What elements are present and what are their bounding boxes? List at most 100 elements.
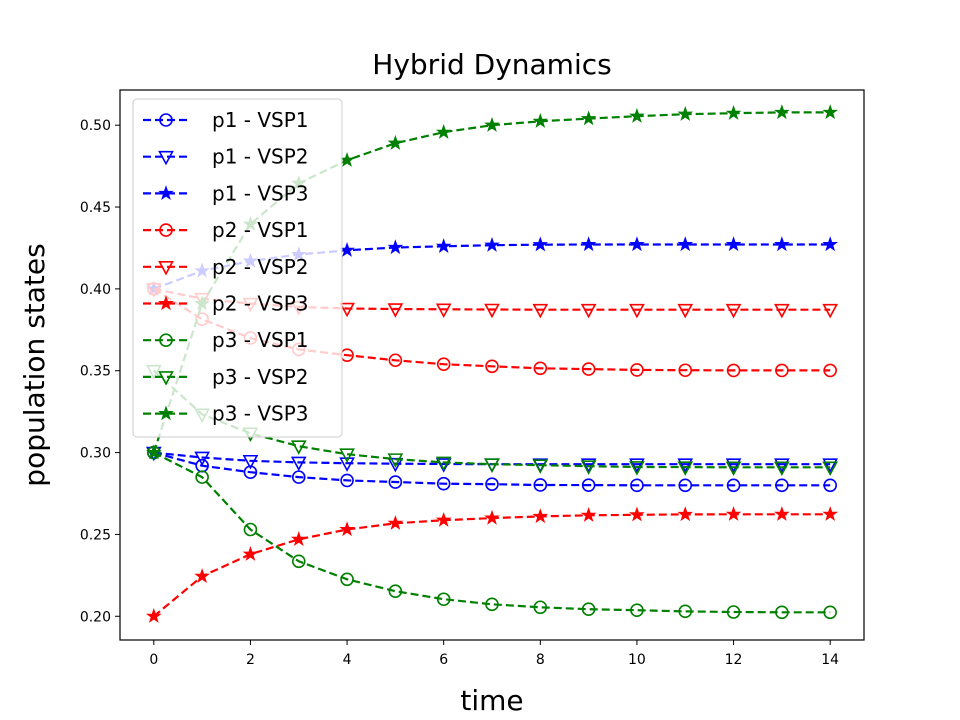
legend-entry: p2 - VSP3: [143, 292, 309, 316]
data-point: [726, 363, 741, 378]
legend-entry: p3 - VSP3: [143, 402, 309, 426]
data-point: [436, 476, 451, 491]
data-point: [387, 134, 404, 150]
data-point: [145, 608, 162, 623]
x-tick-label: 2: [246, 652, 255, 668]
data-point: [580, 303, 597, 319]
legend-entry: p3 - VSP2: [143, 365, 309, 389]
legend-entry: p1 - VSP2: [143, 145, 309, 169]
series-0: [147, 445, 837, 493]
data-point: [581, 362, 596, 376]
data-point: [387, 239, 404, 255]
legend-label: p1 - VSP1: [212, 108, 309, 132]
x-tick-label: 6: [439, 652, 448, 668]
data-point: [435, 303, 452, 319]
data-point: [774, 461, 790, 476]
data-point: [678, 604, 693, 619]
data-point: [725, 506, 742, 521]
data-point: [243, 522, 258, 537]
chart-title: Hybrid Dynamics: [372, 48, 611, 81]
data-point: [677, 461, 694, 476]
data-point: [725, 461, 742, 476]
data-point: [340, 572, 354, 587]
series-6: [147, 445, 837, 620]
legend-marker: [158, 260, 174, 276]
data-point: [436, 357, 451, 371]
data-point: [677, 303, 694, 319]
data-point: [677, 106, 694, 121]
data-point: [532, 459, 549, 474]
data-point: [388, 475, 403, 489]
legend-entry: p2 - VSP1: [143, 218, 309, 242]
data-point: [775, 605, 789, 620]
data-point: [629, 458, 645, 473]
data-point: [774, 506, 790, 521]
data-point: [290, 456, 307, 472]
data-point: [774, 236, 790, 252]
data-point: [726, 605, 741, 619]
legend-label: p1 - VSP3: [212, 181, 309, 205]
data-point: [195, 470, 209, 484]
data-point: [677, 458, 694, 473]
data-point: [629, 107, 645, 123]
data-point: [581, 602, 596, 617]
legend-marker: [158, 150, 174, 166]
legend-entry: p1 - VSP1: [143, 108, 309, 132]
data-point: [485, 597, 499, 612]
data-point: [629, 506, 645, 522]
data-point: [435, 456, 452, 472]
series-5: [145, 506, 839, 623]
data-point: [677, 236, 694, 252]
data-point: [291, 470, 306, 484]
x-tick-label: 4: [343, 652, 352, 668]
data-point: [774, 104, 790, 120]
data-point: [629, 461, 645, 476]
data-point: [775, 478, 789, 493]
data-point: [242, 546, 259, 561]
data-point: [629, 236, 645, 252]
y-tick-label: 0.45: [80, 200, 111, 216]
data-point: [533, 478, 548, 492]
data-point: [822, 458, 839, 473]
legend-marker: [158, 405, 174, 421]
legend-marker: [158, 295, 174, 311]
y-tick-label: 0.35: [80, 364, 111, 380]
data-point: [581, 478, 596, 492]
data-point: [484, 236, 500, 252]
legend-marker: [159, 333, 173, 348]
data-point: [484, 303, 500, 319]
data-point: [388, 353, 403, 368]
data-point: [580, 460, 597, 475]
legend-entry: p3 - VSP1: [143, 328, 309, 352]
data-point: [580, 110, 597, 126]
y-tick-label: 0.30: [80, 446, 111, 462]
legend-box: [132, 98, 343, 438]
data-point: [822, 236, 839, 252]
data-point: [435, 511, 452, 527]
data-point: [339, 521, 355, 537]
data-point: [822, 104, 839, 120]
data-point: [194, 451, 210, 467]
data-point: [629, 303, 645, 319]
data-point: [823, 363, 837, 378]
legend-entry: p1 - VSP3: [143, 181, 309, 205]
axis-ticks: 0 2 4 6 8 10 12 14 0.20 0.25 0.30 0.35 0.40 0.45 0.50: [80, 89, 865, 668]
legend-label: p3 - VSP1: [212, 328, 309, 352]
series-line: [153, 513, 831, 618]
data-point: [725, 236, 742, 252]
data-point: [822, 506, 839, 521]
y-tick-label: 0.50: [80, 118, 111, 134]
data-point: [339, 302, 355, 318]
data-point: [435, 238, 452, 253]
data-point: [485, 477, 499, 491]
data-point: [630, 603, 644, 618]
data-point: [485, 359, 499, 374]
data-point: [774, 458, 790, 473]
data-point: [775, 363, 789, 378]
legend-label: p3 - VSP2: [212, 365, 309, 389]
data-point: [532, 303, 549, 319]
y-tick-label: 0.25: [80, 527, 111, 543]
y-tick-label: 0.40: [80, 282, 111, 298]
legend-label: p2 - VSP3: [212, 292, 309, 316]
